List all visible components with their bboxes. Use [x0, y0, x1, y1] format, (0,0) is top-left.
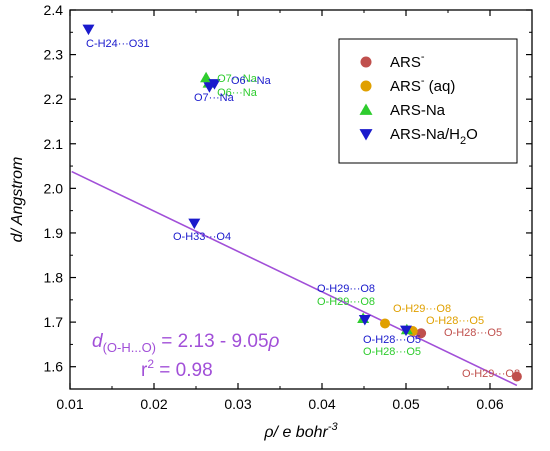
- y-tick-label: 1.8: [44, 270, 64, 286]
- legend-label: ARS- (aq): [390, 75, 455, 95]
- point-label: O-H29···O8: [393, 303, 451, 315]
- point-label: O-H29···O8: [317, 283, 375, 295]
- point-label: O7···Na: [194, 92, 235, 104]
- axes-layer: 0.01 0.02 0.03 0.04 0.05 0.06 1.6 1.7 1.8 1.9 2.0 2…: [9, 2, 533, 441]
- x-tick-label: 0.05: [392, 396, 419, 412]
- data-point: [380, 318, 390, 329]
- x-tick-label: 0.04: [308, 396, 335, 412]
- point-label: O-H29···O8: [317, 296, 375, 308]
- labels-layer: O-H28···O5O-H29···O8O-H29···O8O-H28···O5…: [86, 38, 520, 380]
- point-label: O-H28···O5: [363, 334, 421, 346]
- y-axis-title: d/ Angstrom: [9, 157, 26, 243]
- legend-label: ARS-Na: [390, 102, 446, 119]
- data-point: [203, 82, 216, 93]
- x-tick-label: 0.01: [56, 396, 83, 412]
- point-label: O-H33···O4: [173, 231, 231, 243]
- legend-marker: [360, 56, 372, 68]
- data-point: [358, 314, 371, 326]
- plot-frame: [69, 9, 533, 390]
- point-label: O-H28···O5: [426, 315, 484, 327]
- legend: ARS- ARS- (aq) ARS-Na ARS-Na/H2O: [338, 38, 518, 164]
- legend-marker: [359, 129, 373, 141]
- r-squared-text: r2 = 0.98: [141, 357, 213, 381]
- fit-line: [71, 170, 518, 387]
- y-tick-label: 1.9: [44, 225, 64, 241]
- legend-label: ARS-: [390, 51, 425, 71]
- data-point: [400, 325, 412, 337]
- marks-layer: [82, 24, 522, 382]
- point-label: O-H29···O8: [462, 368, 520, 380]
- y-tick-label: 1.7: [44, 314, 64, 330]
- y-tick-label: 2.2: [44, 91, 64, 107]
- point-label: O7···Na: [217, 73, 258, 85]
- data-point: [208, 79, 221, 90]
- x-tick-label: 0.02: [140, 396, 167, 412]
- x-axis-title: ρ/ e bohr-3: [263, 421, 338, 441]
- fit-equation-text: d(O-H...O) = 2.13 - 9.05ρ: [92, 331, 280, 355]
- legend-marker: [359, 103, 373, 115]
- fit-layer: [71, 170, 518, 387]
- point-label: C-H24···O31: [86, 38, 150, 50]
- legend-marker: [360, 80, 372, 92]
- data-point: [82, 24, 95, 36]
- y-tick-label: 2.3: [44, 47, 64, 63]
- x-tick-label: 0.03: [224, 396, 251, 412]
- legend-label: ARS-Na/H2O: [390, 126, 478, 147]
- point-label: O6···Na: [217, 87, 258, 99]
- x-tick-label: 0.06: [476, 396, 503, 412]
- data-point: [416, 328, 427, 339]
- data-point: [511, 371, 522, 382]
- y-tick-label: 1.6: [44, 359, 64, 375]
- y-tick-label: 2.0: [44, 180, 64, 196]
- point-label: O-H28···O5: [444, 327, 502, 339]
- y-tick-label: 2.4: [44, 2, 64, 18]
- point-label: O-H28···O5: [363, 346, 421, 358]
- data-point: [188, 218, 201, 230]
- y-tick-label: 2.1: [44, 136, 64, 152]
- point-label: O6···Na: [231, 75, 272, 87]
